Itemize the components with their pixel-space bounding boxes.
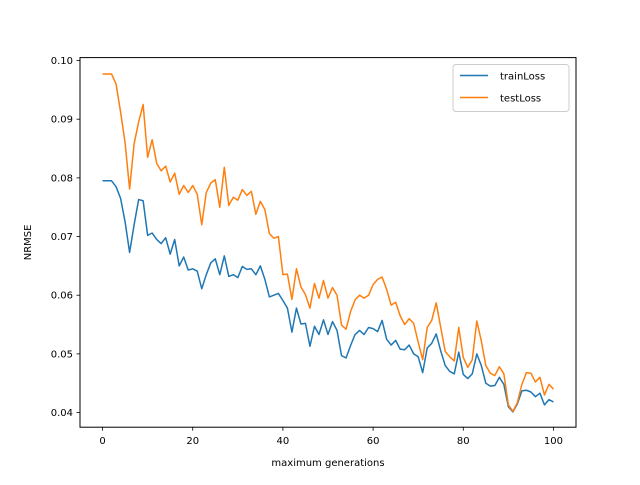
y-tick-label: 0.07 — [51, 232, 73, 243]
legend: trainLoss testLoss — [452, 64, 570, 112]
x-tick-label: 40 — [277, 436, 290, 447]
y-axis-label: NRMSE — [23, 225, 34, 261]
legend-label-testloss: testLoss — [500, 94, 541, 105]
series-layer — [102, 73, 554, 413]
y-tick-label: 0.05 — [51, 349, 73, 360]
series-line-testloss — [102, 73, 554, 413]
y-tick-label: 0.09 — [51, 115, 73, 126]
plot-frame — [79, 57, 577, 428]
x-axis-ticks: 0 20 40 60 80 100 — [99, 427, 563, 447]
y-tick-label: 0.10 — [51, 56, 73, 67]
x-tick-label: 0 — [99, 436, 105, 447]
y-tick-label: 0.08 — [51, 173, 73, 184]
y-axis-ticks: 0.04 0.05 0.06 0.07 0.08 0.09 0.10 — [51, 56, 80, 419]
y-tick-label: 0.04 — [51, 408, 73, 419]
x-tick-label: 100 — [544, 436, 563, 447]
legend-label-trainloss: trainLoss — [500, 72, 545, 83]
x-tick-label: 60 — [367, 436, 380, 447]
y-tick-label: 0.06 — [51, 291, 73, 302]
series-line-trainloss — [102, 180, 554, 413]
x-tick-label: 80 — [457, 436, 470, 447]
x-axis-label: maximum generations — [271, 458, 384, 469]
x-tick-label: 20 — [186, 436, 199, 447]
